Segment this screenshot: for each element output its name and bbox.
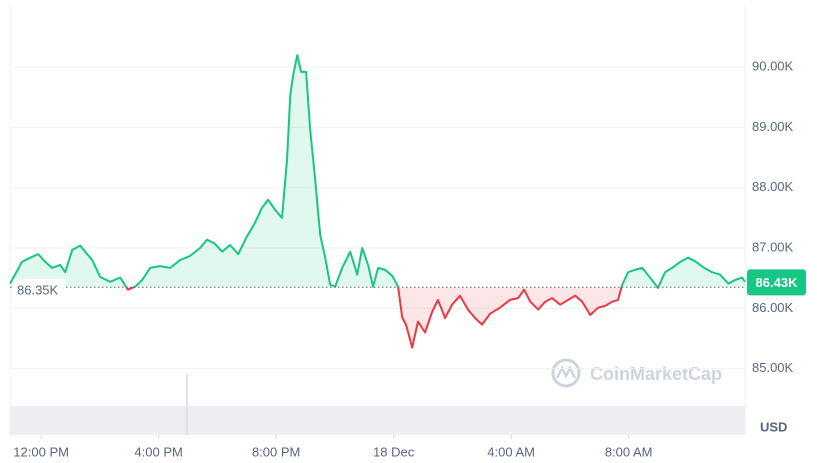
x-tick-label: 12:00 PM [13, 444, 69, 459]
currency-label: USD [760, 419, 787, 434]
y-tick-label: 90.00K [752, 59, 794, 74]
watermark-text: CoinMarketCap [590, 364, 722, 384]
y-tick-label: 87.00K [752, 239, 794, 254]
volume-spike [186, 374, 188, 435]
volume-strip [10, 406, 745, 435]
plot: 86.35K [9, 54, 746, 439]
x-tick-label: 8:00 PM [252, 444, 300, 459]
area [10, 55, 745, 348]
y-tick-label: 89.00K [752, 119, 794, 134]
current-price-label: 86.43K [756, 275, 799, 290]
x-tick-label: 8:00 AM [605, 444, 653, 459]
current-price-tag [747, 269, 806, 296]
watermark-logo [555, 365, 577, 379]
y-tick-label: 88.00K [752, 179, 794, 194]
x-tick-label: 4:00 AM [487, 444, 535, 459]
y-tick-label: 86.00K [752, 300, 794, 315]
reference-label: 86.35K [17, 283, 59, 298]
y-tick-label: 85.00K [752, 360, 794, 375]
watermark: CoinMarketCap [551, 358, 722, 388]
watermark-logo [551, 358, 581, 388]
price-line [9, 54, 746, 349]
reference-label-bg [13, 279, 65, 297]
x-tick-label: 18 Dec [373, 444, 415, 459]
x-tick-label: 4:00 PM [134, 444, 182, 459]
